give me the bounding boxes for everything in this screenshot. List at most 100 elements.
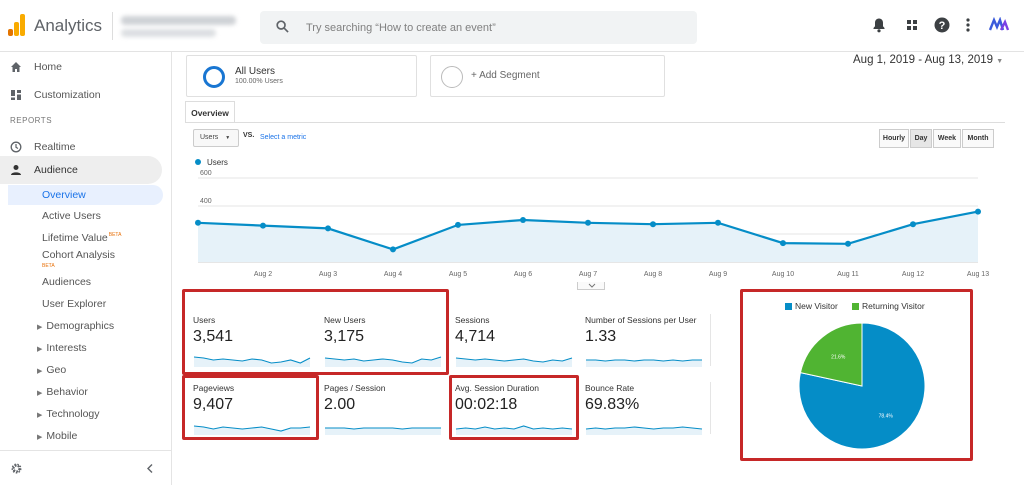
data-point[interactable] xyxy=(780,240,786,247)
metric-users[interactable]: Users 3,541 xyxy=(193,315,319,377)
granularity-hourly[interactable]: Hourly xyxy=(879,129,909,148)
segment-all-users[interactable]: All Users 100.00% Users xyxy=(186,55,417,97)
sidebar-subitem-audiences[interactable]: Audiences xyxy=(42,276,92,288)
metric-selector[interactable]: Users ▼ xyxy=(193,129,239,147)
date-range-picker[interactable]: Aug 1, 2019 - Aug 13, 2019 ▼ xyxy=(853,54,1004,66)
caret-right-icon: ▶ xyxy=(37,412,43,419)
select-metric-link[interactable]: Select a metric xyxy=(260,134,307,141)
sidebar-item-audience[interactable]: Audience xyxy=(0,156,162,184)
more-vert-icon[interactable] xyxy=(960,17,976,33)
gear-icon[interactable] xyxy=(10,462,23,475)
highlight-box xyxy=(182,289,449,375)
granularity-week[interactable]: Week xyxy=(933,129,961,148)
sparkline-line xyxy=(585,426,703,430)
metric-sessions[interactable]: Sessions 4,714 xyxy=(455,315,581,377)
sidebar-subitem-geo[interactable]: ▶ Geo xyxy=(37,364,67,376)
metric-avg-session-duration[interactable]: Avg. Session Duration 00:02:18 xyxy=(455,383,581,445)
apps-grid-icon[interactable] xyxy=(904,17,920,33)
metric-new-users[interactable]: New Users 3,175 xyxy=(324,315,450,377)
data-point[interactable] xyxy=(650,221,656,228)
sidebar-subitem-active-users[interactable]: Active Users xyxy=(42,210,101,222)
data-point[interactable] xyxy=(715,219,721,226)
user-avatar[interactable] xyxy=(988,17,1010,33)
sidebar-item-label: Customization xyxy=(34,89,101,101)
sparkline-line xyxy=(193,425,311,432)
data-point[interactable] xyxy=(325,225,331,232)
sidebar-subitem-lifetime-value[interactable]: Lifetime ValueBETA xyxy=(42,232,122,244)
divider xyxy=(710,382,711,434)
sparkline xyxy=(585,426,703,435)
y-tick-label: 400 xyxy=(200,198,212,205)
data-point[interactable] xyxy=(455,221,461,228)
data-point[interactable] xyxy=(390,246,396,253)
metric-bounce-rate[interactable]: Bounce Rate 69.83% xyxy=(585,383,711,445)
sparkline-line xyxy=(324,356,442,364)
pie-slice-label: 21.6% xyxy=(831,355,846,361)
users-area xyxy=(198,211,978,262)
sparkline-area xyxy=(456,358,572,367)
sidebar-subitem-demographics[interactable]: ▶ Demographics xyxy=(37,320,115,332)
data-point[interactable] xyxy=(585,219,591,226)
sidebar-item-realtime[interactable]: Realtime xyxy=(0,136,172,160)
data-point[interactable] xyxy=(845,240,851,247)
svg-text:?: ? xyxy=(939,20,946,32)
sidebar-subitem-interests[interactable]: ▶ Interests xyxy=(37,342,87,354)
highlight-box xyxy=(740,289,973,461)
caret-right-icon: ▶ xyxy=(37,434,43,441)
y-tick-label: 600 xyxy=(200,170,212,177)
sidebar-item-home[interactable]: Home xyxy=(0,56,172,80)
sidebar-subitem-cohort-analysis[interactable]: Cohort Analysis BETA xyxy=(42,249,115,270)
sidebar-subitem-behavior[interactable]: ▶ Behavior xyxy=(37,386,88,398)
x-tick-label: Aug 7 xyxy=(579,271,597,278)
x-tick-label: Aug 6 xyxy=(514,271,532,278)
metric-pageviews[interactable]: Pageviews 9,407 xyxy=(193,383,319,445)
sparkline-line xyxy=(455,357,573,363)
metric-sessions-per-user[interactable]: Number of Sessions per User 1.33 xyxy=(585,315,711,377)
search-bar[interactable] xyxy=(260,11,697,44)
sidebar-item-label: Realtime xyxy=(34,141,76,153)
sidebar-subitem-overview[interactable]: Overview xyxy=(42,189,86,201)
data-point[interactable] xyxy=(195,219,201,226)
sidebar-subitem-technology[interactable]: ▶ Technology xyxy=(37,408,100,420)
app-title: Analytics xyxy=(34,16,103,35)
legend-swatch xyxy=(852,303,859,310)
sparkline-area xyxy=(586,360,702,367)
data-point[interactable] xyxy=(975,208,981,215)
bell-icon[interactable] xyxy=(871,17,887,33)
add-segment-button[interactable]: + Add Segment xyxy=(430,55,665,97)
granularity-day[interactable]: Day xyxy=(910,129,932,148)
sidebar-item-customization[interactable]: Customization xyxy=(0,84,172,108)
data-point[interactable] xyxy=(260,222,266,229)
granularity-month[interactable]: Month xyxy=(962,129,994,148)
sparkline-area xyxy=(194,426,310,435)
active-item-highlight xyxy=(8,185,163,205)
dashboard-icon xyxy=(11,90,21,100)
beta-badge: BETA xyxy=(108,232,122,238)
dropdown-arrow-icon: ▼ xyxy=(996,58,1004,65)
caret-right-icon: ▶ xyxy=(37,368,43,375)
account-selector[interactable] xyxy=(112,12,242,40)
metric-pages-per-session[interactable]: Pages / Session 2.00 xyxy=(324,383,450,445)
visitor-pie-chart: 78.4% 21.6% xyxy=(798,322,926,450)
help-icon[interactable]: ? xyxy=(934,17,950,33)
data-point[interactable] xyxy=(910,221,916,228)
analytics-logo[interactable] xyxy=(8,14,26,36)
tab-overview[interactable]: Overview xyxy=(185,101,235,123)
data-point[interactable] xyxy=(520,217,526,223)
legend-dot xyxy=(195,159,201,165)
pie-slice[interactable] xyxy=(799,322,863,387)
segment-name: All Users xyxy=(235,66,276,77)
pie-slice-label: 78.4% xyxy=(879,413,894,419)
search-input[interactable] xyxy=(306,19,686,37)
caret-right-icon: ▶ xyxy=(37,346,43,353)
collapse-chevron-icon[interactable] xyxy=(145,463,155,474)
sidebar-subitem-user-explorer[interactable]: User Explorer xyxy=(42,298,107,310)
person-icon xyxy=(11,165,21,175)
vs-label: VS. xyxy=(243,132,255,139)
caret-right-icon: ▶ xyxy=(37,390,43,397)
chart-collapse-handle[interactable] xyxy=(577,282,605,290)
highlight-box xyxy=(182,375,319,440)
sparkline xyxy=(455,357,573,367)
chevron-down-icon xyxy=(588,283,596,288)
sidebar-subitem-mobile[interactable]: ▶ Mobile xyxy=(37,430,78,442)
